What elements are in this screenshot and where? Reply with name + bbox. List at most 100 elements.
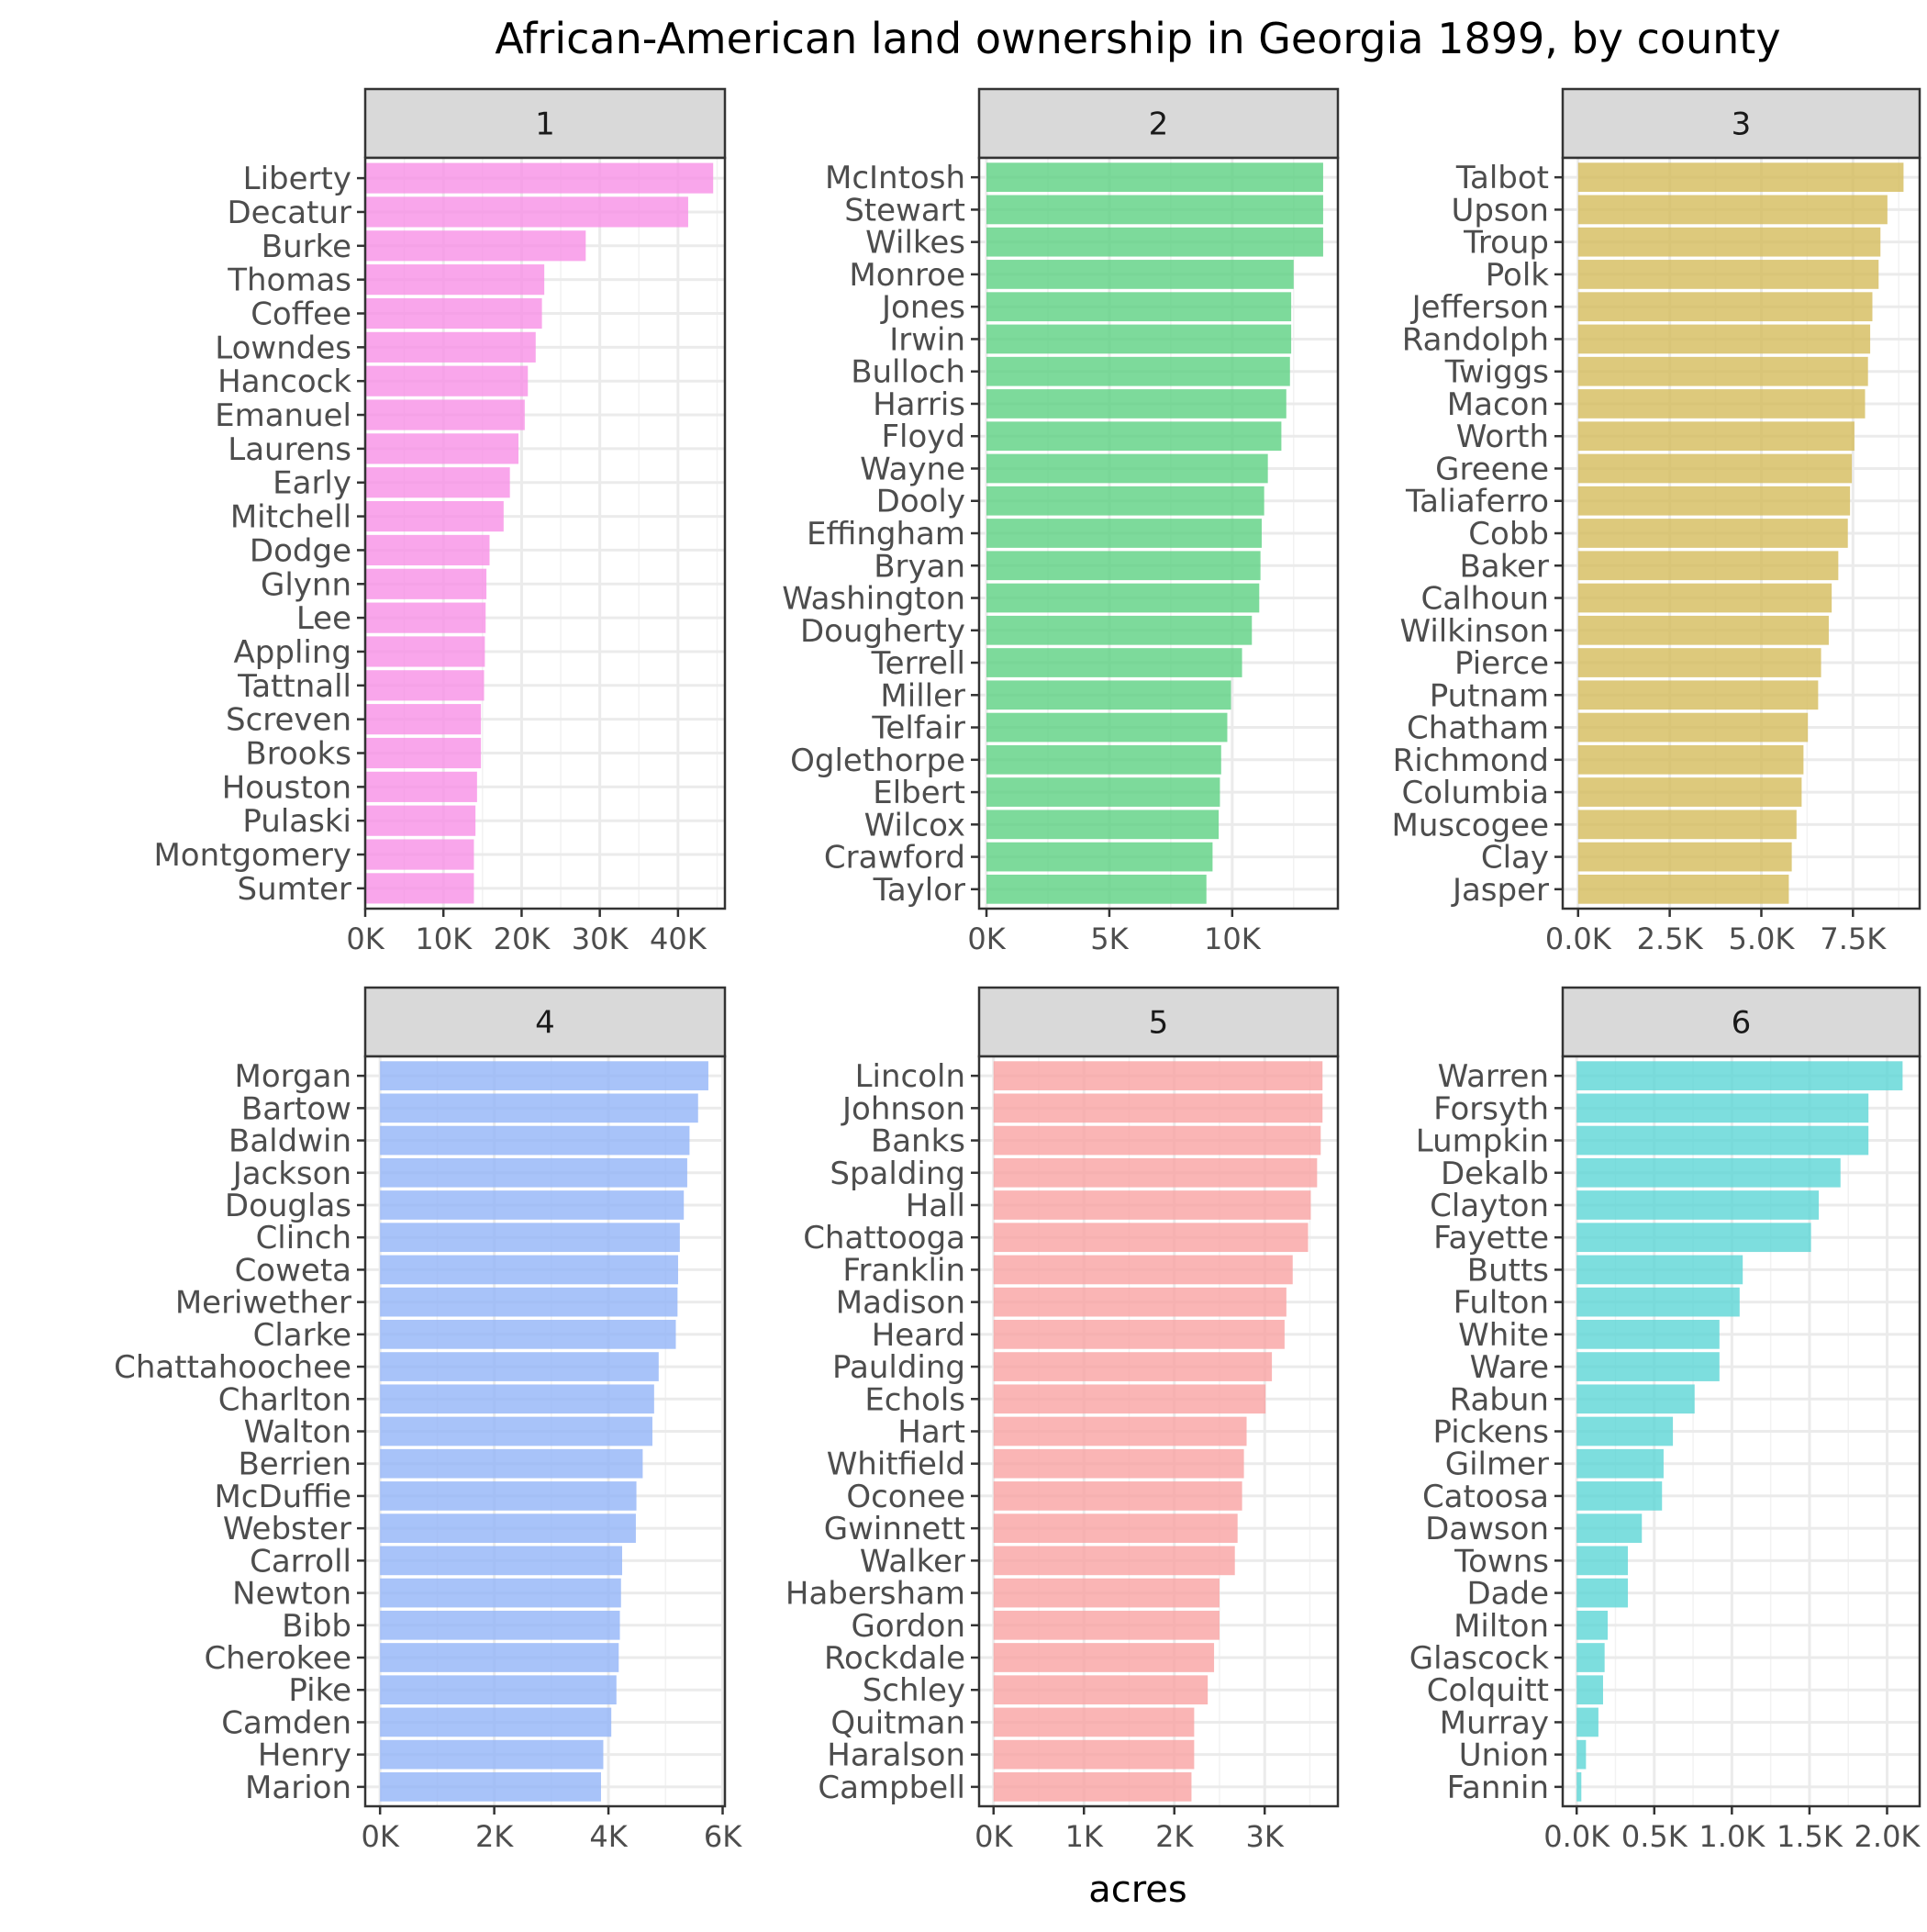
y-tick-label: Dekalb (1441, 1156, 1549, 1192)
facet-strip-label: 6 (1732, 1005, 1752, 1042)
y-tick-label: Wilkinson (1399, 613, 1549, 650)
y-tick-label: Appling (234, 634, 351, 671)
bar-cobb (1577, 519, 1848, 548)
y-tick-label: Taliaferro (1405, 484, 1549, 520)
bar-glascock (1576, 1643, 1605, 1672)
facet-3: 3 TalbotUpsonTroupPolkJeffersonRandolphTw… (1391, 87, 1921, 956)
bar-carroll (380, 1546, 622, 1576)
y-tick-label: Schley (863, 1672, 965, 1709)
bar-morgan (380, 1061, 708, 1090)
bar-glynn (365, 568, 487, 599)
y-tick-label: Murray (1440, 1704, 1549, 1741)
y-tick-label: Butts (1467, 1252, 1549, 1289)
y-tick-label: Henry (258, 1737, 351, 1774)
y-tick-label: Wilkes (865, 225, 965, 262)
y-tick-label: Carroll (250, 1543, 351, 1580)
bar-gwinnett (993, 1513, 1238, 1543)
y-tick-label: Paulding (832, 1349, 965, 1386)
x-tick-label: 10K (1204, 921, 1262, 956)
bar-effingham (986, 519, 1262, 548)
y-tick-label: Hall (906, 1188, 965, 1224)
bar-miller (986, 680, 1231, 710)
x-tick-label: 1.0K (1699, 1819, 1765, 1854)
bar-troup (1577, 227, 1881, 257)
y-tick-label: Polk (1486, 257, 1550, 294)
x-tick-label: 0.5K (1621, 1819, 1688, 1854)
y-tick-label: Twiggs (1444, 354, 1549, 391)
y-tick-label: McIntosh (825, 160, 965, 196)
bar-dooly (986, 486, 1264, 516)
y-tick-label: Montgomery (153, 837, 351, 874)
y-tick-label: Glynn (261, 566, 351, 603)
bar-towns (1576, 1546, 1629, 1576)
bar-rockdale (993, 1643, 1215, 1672)
y-tick-label: Clay (1481, 840, 1549, 877)
bar-calhoun (1577, 583, 1832, 613)
x-tick-label: 1K (1065, 1819, 1104, 1854)
bar-fulton (1576, 1287, 1740, 1317)
y-tick-label: Irwin (889, 321, 965, 358)
x-tick-label: 2.0K (1855, 1819, 1921, 1854)
y-tick-label: Rockdale (824, 1640, 965, 1677)
bar-cherokee (380, 1643, 619, 1672)
y-tick-label: Muscogee (1391, 807, 1549, 843)
bar-gordon (993, 1610, 1220, 1640)
bar-telfair (986, 712, 1228, 743)
y-tick-label: Johnson (841, 1090, 965, 1127)
x-tick-label: 6K (704, 1819, 742, 1854)
bar-warren (1576, 1061, 1903, 1090)
facet-strip-label: 4 (535, 1005, 555, 1042)
bar-laurens (365, 433, 519, 464)
bar-campbell (993, 1772, 1192, 1802)
facet-6: 6 WarrenForsythLumpkinDekalbClaytonFayett… (1409, 986, 1921, 1854)
y-tick-label: Quitman (830, 1704, 965, 1741)
y-tick-label: Dawson (1425, 1511, 1549, 1547)
y-tick-label: Baldwin (228, 1123, 351, 1160)
y-tick-label: Pike (288, 1672, 351, 1709)
y-tick-label: Randolph (1402, 321, 1549, 358)
bar-washington (986, 583, 1260, 613)
bar-appling (365, 636, 485, 667)
y-tick-label: Hart (897, 1414, 965, 1451)
bar-lumpkin (1576, 1125, 1869, 1156)
y-tick-label: Oconee (846, 1479, 965, 1515)
y-tick-label: Thomas (227, 262, 351, 299)
bar-heard (993, 1320, 1285, 1349)
bar-bibb (380, 1610, 620, 1640)
y-tick-label: Meriwether (175, 1285, 351, 1322)
bar-randolph (1577, 324, 1871, 354)
y-tick-label: Calhoun (1421, 581, 1549, 618)
y-tick-label: Pulaski (242, 803, 351, 840)
bar-elbert (986, 777, 1220, 807)
y-tick-label: Chattooga (803, 1220, 965, 1256)
y-tick-label: Liberty (243, 161, 351, 197)
facet-strip-label: 3 (1732, 106, 1752, 143)
y-tick-label: Troup (1463, 225, 1549, 262)
bar-irwin (986, 324, 1292, 354)
y-tick-label: Warren (1438, 1058, 1549, 1095)
bar-burke (365, 230, 586, 262)
bar-fannin (1576, 1772, 1582, 1802)
bar-paulding (993, 1352, 1273, 1381)
x-tick-label: 10K (415, 921, 473, 956)
bar-charlton (380, 1384, 654, 1414)
panel-border (363, 156, 727, 910)
bar-harris (986, 389, 1287, 419)
bar-bulloch (986, 356, 1290, 386)
y-tick-label: Houston (222, 769, 351, 806)
facet-5: 5 LincolnJohnsonBanksSpaldingHallChattoog… (785, 986, 1340, 1854)
facet-strip (977, 986, 1340, 1058)
y-tick-label: Lincoln (855, 1058, 965, 1095)
y-tick-label: Floyd (881, 419, 965, 455)
y-tick-label: Sumter (238, 871, 352, 908)
y-tick-label: Jefferson (1410, 289, 1549, 326)
bar-stewart (986, 195, 1323, 225)
bar-muscogee (1577, 810, 1797, 840)
x-axis-title: acres (1088, 1869, 1187, 1911)
y-tick-label: Lee (296, 600, 351, 637)
y-tick-label: Rabun (1450, 1381, 1549, 1418)
x-tick-label: 2K (475, 1819, 514, 1854)
y-tick-label: Coffee (251, 296, 351, 332)
bar-rabun (1576, 1384, 1695, 1414)
y-tick-label: McDuffie (214, 1479, 351, 1515)
